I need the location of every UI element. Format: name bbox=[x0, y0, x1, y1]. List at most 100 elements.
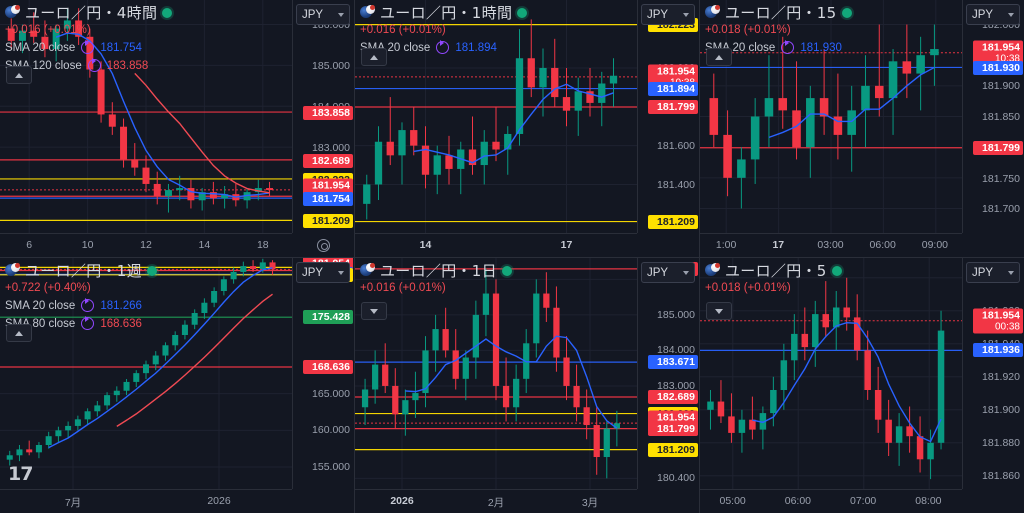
currency-selector-eurjpy-15[interactable]: JPY bbox=[966, 4, 1020, 25]
time-tick: 6 bbox=[26, 239, 33, 251]
price-label-value: 181.930 bbox=[982, 61, 1020, 74]
time-scale-eurjpy-15[interactable]: 1:00 17 03:00 06:00 09:00 bbox=[700, 233, 962, 257]
price-tick: 181.900 bbox=[982, 403, 1020, 416]
price-label-countdown: 10:38 bbox=[994, 53, 1020, 65]
time-tick: 10 bbox=[81, 239, 94, 251]
price-tick: 181.920 bbox=[982, 370, 1020, 383]
collapse-legend-button-eurjpy-5[interactable] bbox=[706, 302, 732, 320]
price-label[interactable]: 183.858 bbox=[303, 105, 353, 120]
chevron-down-icon bbox=[338, 270, 344, 275]
price-tick: 181.900 bbox=[982, 80, 1020, 93]
price-label[interactable]: 181.754 bbox=[303, 191, 353, 206]
chart-settings-button[interactable] bbox=[292, 233, 354, 257]
time-tick: 1:00 bbox=[715, 239, 737, 251]
price-label[interactable]: 181.209 bbox=[303, 214, 353, 229]
time-scale-eurjpy-1w[interactable]: 7月 2026 bbox=[0, 489, 292, 513]
currency-selector-value: JPY bbox=[647, 266, 669, 279]
currency-selector-eurjpy-1h[interactable]: JPY bbox=[641, 4, 695, 25]
price-label-value: 181.209 bbox=[657, 216, 695, 229]
price-label-value: 183.671 bbox=[657, 356, 695, 369]
price-label-value: 181.954 bbox=[982, 309, 1020, 322]
price-label-value: 181.209 bbox=[312, 215, 350, 228]
time-scale-eurjpy-4h[interactable]: 6 10 12 14 18 bbox=[0, 233, 292, 257]
gear-icon bbox=[316, 238, 330, 252]
price-label[interactable]: 182.689 bbox=[648, 389, 698, 404]
time-scale-eurjpy-1h[interactable]: 14 17 bbox=[355, 233, 637, 257]
price-label[interactable]: 182.689 bbox=[303, 153, 353, 168]
price-label-value: 182.689 bbox=[657, 390, 695, 403]
time-tick: 03:00 bbox=[817, 239, 844, 251]
price-tick: 181.880 bbox=[982, 436, 1020, 449]
price-scale-eurjpy-5[interactable]: 181.980181.960181.940181.920181.900181.8… bbox=[962, 258, 1024, 489]
price-label-value: 181.799 bbox=[657, 422, 695, 435]
price-label[interactable]: 175.428 bbox=[303, 310, 353, 325]
currency-selector-eurjpy-1w[interactable]: JPY bbox=[296, 262, 350, 283]
time-tick: 3月 bbox=[581, 497, 599, 509]
currency-selector-eurjpy-4h[interactable]: JPY bbox=[296, 4, 350, 25]
price-label-value: 181.799 bbox=[982, 142, 1020, 155]
collapse-legend-button-eurjpy-1d[interactable] bbox=[361, 302, 387, 320]
price-label[interactable]: 168.636 bbox=[303, 360, 353, 374]
price-scale-eurjpy-4h[interactable]: 186.000185.000184.000183.000183.858182.6… bbox=[292, 0, 354, 233]
time-tick: 17 bbox=[772, 239, 785, 251]
currency-selector-value: JPY bbox=[302, 266, 324, 279]
collapse-legend-button-eurjpy-4h[interactable] bbox=[6, 66, 32, 84]
price-tick: 183.000 bbox=[312, 141, 350, 154]
currency-selector-value: JPY bbox=[972, 266, 994, 279]
collapse-legend-button-eurjpy-15[interactable] bbox=[706, 48, 732, 66]
price-tick: 185.000 bbox=[312, 59, 350, 72]
time-tick: 06:00 bbox=[784, 495, 812, 507]
candlestick-canvas bbox=[700, 0, 962, 233]
collapse-legend-button-eurjpy-1h[interactable] bbox=[361, 48, 387, 66]
time-tick: 12 bbox=[140, 239, 152, 251]
plot-area-eurjpy-1d bbox=[355, 258, 637, 489]
price-tick: 185.000 bbox=[657, 308, 695, 321]
price-label-value: 175.428 bbox=[312, 311, 350, 324]
currency-selector-eurjpy-1d[interactable]: JPY bbox=[641, 262, 695, 283]
price-label[interactable]: 183.671 bbox=[648, 355, 698, 370]
price-label[interactable]: 181.954 00:38 bbox=[973, 308, 1023, 334]
currency-selector-value: JPY bbox=[972, 8, 994, 21]
time-tick: 2026 bbox=[390, 495, 414, 507]
price-tick: 181.860 bbox=[982, 469, 1020, 482]
price-scale-eurjpy-1h[interactable]: 182.000181.600181.400182.223181.95410:38… bbox=[637, 0, 699, 233]
price-label-value: 181.954 bbox=[657, 411, 695, 424]
price-tick: 181.400 bbox=[657, 179, 695, 192]
tradingview-logo[interactable]: 17 bbox=[8, 463, 33, 485]
time-tick: 05:00 bbox=[719, 495, 746, 507]
time-tick: 18 bbox=[256, 239, 269, 251]
time-scale-eurjpy-1d[interactable]: 2026 2月 3月 bbox=[355, 489, 637, 513]
chevron-down-icon bbox=[1008, 12, 1014, 17]
price-label[interactable]: 181.799 bbox=[648, 421, 698, 436]
plot-area-eurjpy-1h bbox=[355, 0, 637, 233]
candlestick-canvas bbox=[0, 258, 292, 489]
price-label-value: 181.954 bbox=[657, 65, 695, 78]
price-label-value: 181.209 bbox=[657, 443, 695, 456]
price-label[interactable]: 181.209 bbox=[648, 215, 698, 230]
price-label-countdown: 00:38 bbox=[994, 321, 1020, 333]
price-label[interactable]: 181.799 bbox=[648, 100, 698, 115]
price-scale-eurjpy-15[interactable]: 182.000181.900181.850181.750181.700181.9… bbox=[962, 0, 1024, 233]
candlestick-canvas bbox=[355, 0, 637, 233]
time-tick: 07:00 bbox=[849, 495, 877, 507]
chevron-down-icon bbox=[683, 270, 689, 275]
time-tick: 17 bbox=[560, 239, 573, 251]
price-label-value: 182.689 bbox=[312, 154, 350, 167]
price-label[interactable]: 181.930 bbox=[973, 60, 1023, 75]
time-scale-eurjpy-5[interactable]: 05:00 06:00 07:00 08:00 bbox=[700, 489, 962, 513]
price-label[interactable]: 181.799 bbox=[973, 141, 1023, 156]
chart-pane-eurjpy-1d: ユーロ／円・1日+0.016 (+0.01%)JPY186.000185.000… bbox=[355, 258, 700, 513]
candlestick-canvas bbox=[700, 258, 962, 489]
price-label[interactable]: 181.209 bbox=[648, 442, 698, 457]
price-label[interactable]: 181.936 bbox=[973, 343, 1023, 358]
price-label[interactable]: 181.894 bbox=[648, 81, 698, 96]
collapse-legend-button-eurjpy-1w[interactable] bbox=[6, 324, 32, 342]
chart-pane-eurjpy-1w: ユーロ／円・1週 +0.722 (+0.40%) SMA 20 close 181.2… bbox=[0, 258, 355, 513]
time-tick: 7月 bbox=[64, 497, 82, 509]
price-scale-eurjpy-1d[interactable]: 186.000185.000184.000183.000180.400186.2… bbox=[637, 258, 699, 489]
chart-pane-eurjpy-1h: ユーロ／円・1時間 +0.016 (+0.01%) SMA 20 close 181.… bbox=[355, 0, 700, 258]
price-label-value: 181.936 bbox=[982, 344, 1020, 357]
currency-selector-eurjpy-5[interactable]: JPY bbox=[966, 262, 1020, 283]
